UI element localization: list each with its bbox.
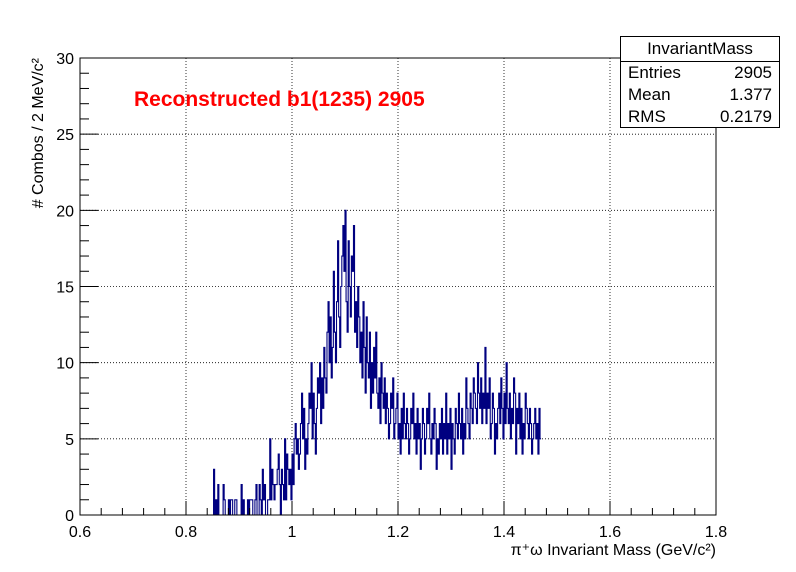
y-tick-label: 5	[65, 432, 74, 449]
axes	[79, 57, 717, 516]
stats-entries-value: 2905	[734, 63, 772, 82]
y-tick-label: 15	[56, 280, 74, 297]
x-tick-label: 1.8	[705, 524, 727, 541]
x-axis-label: π⁺ω Invariant Mass (GeV/c²)	[511, 542, 716, 559]
tick-labels: 0.6 0.8 1 1.2 1.4 1.6 1.8 0 5 10 15 20 25 30	[56, 51, 727, 541]
stats-mean-row: Mean 1.377	[621, 84, 779, 106]
y-tick-label: 20	[56, 203, 74, 220]
stats-box-title: InvariantMass	[621, 37, 779, 62]
stats-mean-value: 1.377	[729, 85, 772, 104]
x-tick-label: 1.2	[387, 524, 409, 541]
y-tick-label: 10	[56, 356, 74, 373]
y-tick-label: 30	[56, 51, 74, 68]
chart-title: Reconstructed b1(1235) 2905	[134, 88, 425, 111]
stats-box: InvariantMass Entries 2905 Mean 1.377 RM…	[620, 36, 780, 128]
y-tick-label: 0	[65, 508, 74, 525]
y-tick-label: 25	[56, 127, 74, 144]
stats-entries-label: Entries	[628, 63, 681, 82]
stats-mean-label: Mean	[628, 85, 671, 104]
x-tick-label: 0.6	[69, 524, 91, 541]
stats-rms-label: RMS	[628, 107, 666, 126]
stats-entries-row: Entries 2905	[621, 62, 779, 84]
x-tick-label: 1	[288, 524, 297, 541]
stats-rms-row: RMS 0.2179	[621, 106, 779, 128]
y-axis-label: # Combos / 2 MeV/c²	[30, 57, 47, 208]
x-tick-label: 1.6	[599, 524, 621, 541]
stats-rms-value: 0.2179	[720, 107, 772, 126]
x-tick-label: 0.8	[175, 524, 197, 541]
x-tick-label: 1.4	[493, 524, 515, 541]
